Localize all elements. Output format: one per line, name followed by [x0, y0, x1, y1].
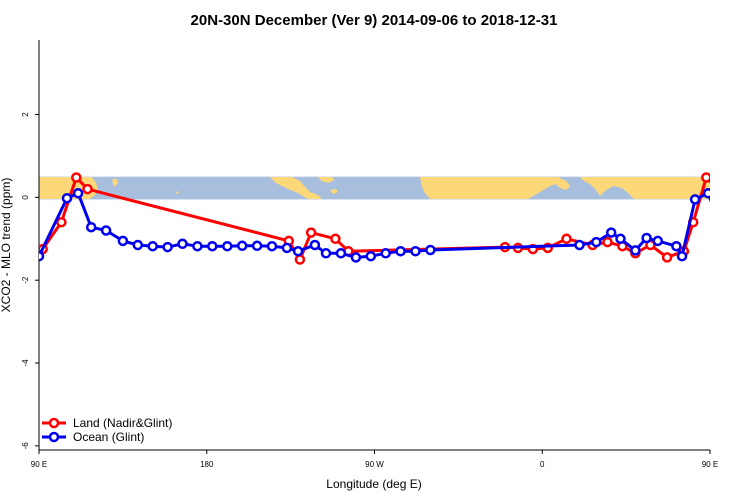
series-1-point-30: [615, 233, 626, 245]
series-0-point-19: [661, 252, 673, 263]
series-0-point-6: [305, 227, 317, 238]
y-tick-label-1: 0: [21, 195, 30, 200]
series-1-point-22: [365, 250, 377, 262]
series-0-point-1: [56, 216, 67, 228]
series-1-point-16: [281, 242, 293, 254]
map-strip-land: [39, 177, 710, 199]
series-1-point-19: [320, 248, 332, 259]
series-1-point-38: [717, 223, 725, 231]
series-1-point-13: [236, 240, 248, 252]
y-axis-label: XCO2 - MLO trend (ppm): [0, 178, 13, 313]
series-1-point-37: [702, 187, 710, 199]
series-0-point-2: [71, 172, 82, 183]
series-1-point-25: [410, 245, 421, 257]
series-1-point-17: [292, 245, 304, 257]
land-gulf-coast: [318, 177, 334, 183]
x-tick-label-3: 0: [540, 460, 545, 469]
series-0-point-15: [602, 236, 613, 248]
series-layer: [39, 172, 740, 265]
land-caribbean: [330, 189, 338, 194]
chart-title: 20N-30N December (Ver 9) 2014-09-06 to 2…: [191, 12, 558, 29]
legend-marker-land: [48, 417, 60, 429]
land-mexico: [270, 177, 322, 199]
x-tick-label-0: 90 E: [31, 460, 47, 469]
series-1-point-32: [641, 232, 652, 244]
series-1-point-26: [425, 244, 436, 256]
series-0-point-13: [561, 233, 572, 245]
series-0-point-7: [330, 233, 341, 245]
series-1-point-10: [192, 240, 203, 252]
map-strip: [39, 176, 710, 200]
series-1-point-18: [309, 239, 321, 251]
series-1-point-9: [177, 238, 188, 250]
series-1-point-0: [39, 250, 45, 262]
land-taiwan: [112, 178, 118, 187]
legend-marker-ocean: [48, 431, 60, 443]
series-1-point-39: [732, 227, 740, 235]
series-0-point-23: [714, 185, 722, 193]
series-1-point-11: [207, 240, 218, 252]
series-1-point-7: [147, 240, 158, 252]
series-1-point-24: [395, 245, 406, 257]
legend-item-ocean: Ocean (Glint): [42, 430, 144, 444]
y-axis: 2 0 -2 -4 -6: [21, 40, 40, 450]
series-1-point-27: [574, 239, 585, 251]
land-africa-arabia: [420, 177, 570, 199]
series-0-point-22: [701, 172, 710, 183]
series-1-point-33: [652, 235, 664, 247]
series-0-point-3: [82, 183, 93, 195]
series-1-point-8: [162, 241, 173, 253]
series-1-point-35: [676, 250, 688, 262]
land-india-asia-east: [580, 177, 710, 199]
legend: Land (Nadir&Glint) Ocean (Glint): [42, 416, 172, 444]
series-1-point-23: [380, 248, 391, 259]
series-1: [39, 187, 740, 263]
y-tick-label-4: -6: [21, 442, 30, 450]
series-1-point-2: [72, 187, 84, 199]
x-tick-label-2: 90 W: [365, 460, 384, 469]
y-tick-label-0: 2: [21, 112, 30, 117]
y-tick-label-2: -2: [21, 276, 30, 284]
series-1-point-36: [689, 194, 701, 205]
series-1-point-4: [100, 225, 112, 236]
legend-label-land: Land (Nadir&Glint): [73, 416, 172, 430]
legend-item-land: Land (Nadir&Glint): [42, 416, 172, 430]
series-1-point-3: [85, 221, 97, 233]
land-hawaii: [176, 191, 179, 194]
series-1-point-31: [630, 245, 641, 256]
series-1-point-14: [251, 240, 263, 252]
series-1-point-20: [335, 248, 347, 259]
x-tick-label-4: 90 E: [702, 460, 718, 469]
series-0-point-5: [294, 254, 306, 265]
series-1-point-29: [605, 227, 617, 238]
x-tick-label-1: 180: [200, 460, 214, 469]
series-1-point-34: [671, 240, 682, 252]
series-1-point-5: [117, 235, 129, 247]
series-1-point-28: [591, 236, 602, 248]
x-axis-label: Longitude (deg E): [326, 477, 421, 491]
series-1-point-21: [350, 252, 362, 263]
series-1-point-6: [132, 239, 144, 251]
y-tick-label-3: -4: [21, 359, 30, 367]
series-1-point-15: [266, 240, 278, 252]
series-1-point-1: [61, 192, 73, 204]
series-1-point-12: [222, 240, 233, 252]
legend-label-ocean: Ocean (Glint): [73, 430, 144, 444]
